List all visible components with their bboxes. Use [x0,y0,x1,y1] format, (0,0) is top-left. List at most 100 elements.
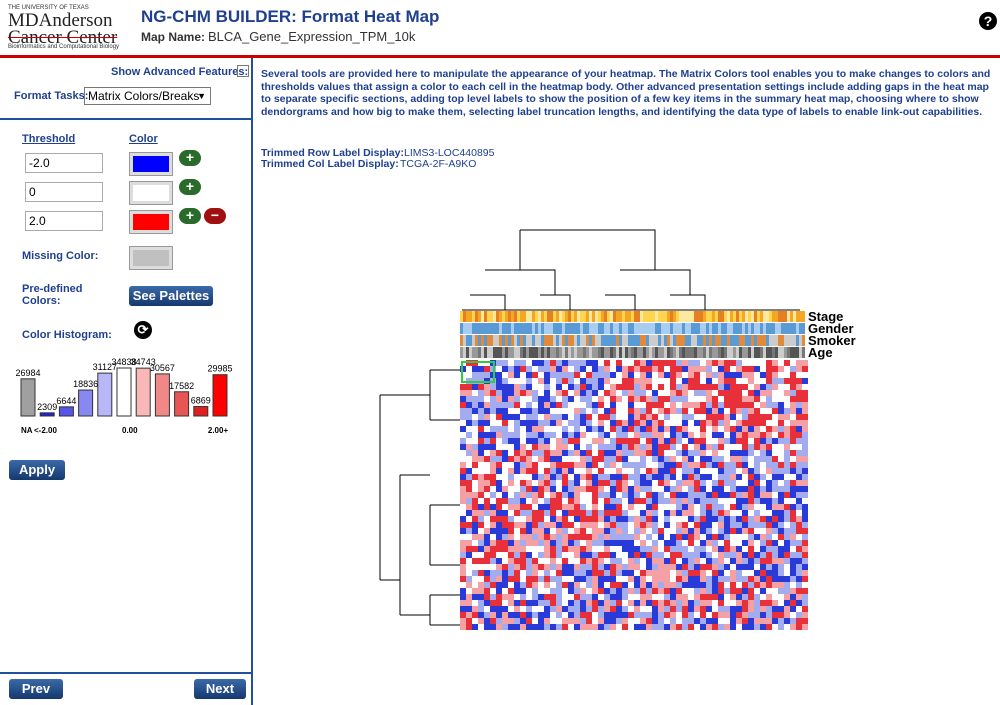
see-palettes-button[interactable]: See Palettes [129,286,213,306]
heatmap-cell [736,492,742,498]
heatmap-cell [640,600,646,606]
heatmap-cell [544,570,550,576]
heatmap-cell [562,426,568,432]
add-button[interactable]: + [179,179,201,195]
heatmap-cell [664,612,670,618]
covariate-cell [643,311,646,322]
heatmap-cell [796,588,802,594]
color-swatch[interactable] [129,210,173,234]
heatmap-cell [478,540,484,546]
prev-button[interactable]: Prev [9,679,63,699]
heatmap-cell [664,606,670,612]
missing-color-swatch[interactable] [129,246,173,270]
heatmap-cell [694,390,700,396]
heatmap-cell [724,366,730,372]
heatmap-cell [664,528,670,534]
heatmap-cell [532,378,538,384]
heatmap-cell [622,390,628,396]
covariate-cell [592,347,595,358]
heatmap-cell [466,570,472,576]
heatmap-cell [784,408,790,414]
heatmap-cell [664,624,670,630]
label-value: TCGA-2F-A9KO [400,158,477,170]
next-button[interactable]: Next [194,679,246,699]
heatmap-cell [802,444,808,450]
heatmap-cell [508,498,514,504]
heatmap-cell [706,408,712,414]
heatmap-cell [772,402,778,408]
color-swatch[interactable] [129,181,173,205]
heatmap-cell [796,378,802,384]
heatmap-cell [742,612,748,618]
heatmap-cell [784,378,790,384]
heatmap-cell [610,582,616,588]
histogram-count: 6644 [56,396,76,406]
heatmap-cell [694,420,700,426]
heatmap-cell [754,408,760,414]
heatmap-cell [550,360,556,366]
heatmap-cell [508,468,514,474]
covariate-cell [625,311,628,322]
heatmap-cell [628,498,634,504]
heatmap-cell [616,426,622,432]
heatmap-cell [706,432,712,438]
heatmap-cell [652,438,658,444]
heatmap-cell [580,570,586,576]
heatmap-cell [706,456,712,462]
heatmap-cell [622,540,628,546]
heatmap-cell [532,438,538,444]
heatmap-cell [700,426,706,432]
heatmap-cell [802,396,808,402]
heatmap-cell [634,414,640,420]
heatmap-cell [550,378,556,384]
heatmap-cell [562,588,568,594]
add-button[interactable]: + [179,150,201,166]
heatmap-cell [688,510,694,516]
heatmap-cell [514,384,520,390]
heatmap-cell [760,384,766,390]
heatmap-cell [466,456,472,462]
covariate-cell [649,323,652,334]
heatmap-cell [664,480,670,486]
heatmap-cell [682,444,688,450]
heatmap-cell [604,546,610,552]
remove-button[interactable]: − [204,208,226,224]
heatmap-cell [742,390,748,396]
heatmap-cell [508,366,514,372]
heatmap-cell [610,486,616,492]
heatmap-cell [592,474,598,480]
threshold-input[interactable]: 2.0 [25,211,103,231]
refresh-icon[interactable]: ⟳ [134,321,152,339]
heatmap-cell [550,510,556,516]
heatmap-cell [736,510,742,516]
heatmap-cell [790,468,796,474]
color-swatch[interactable] [129,152,173,176]
help-button[interactable]: ? [979,12,997,30]
dropdown[interactable]: Matrix Colors/Breaks ▼ [84,87,211,105]
covariate-cell [796,347,799,358]
heatmap-cell [586,414,592,420]
heatmap-cell [640,420,646,426]
heatmap-cell [460,528,466,534]
apply-button[interactable]: Apply [9,460,65,480]
heatmap-cell [490,582,496,588]
heatmap-cell [742,594,748,600]
heatmap-cell [646,606,652,612]
covariate-cell [589,311,592,322]
heatmap-cell [802,504,808,510]
checkbox[interactable] [237,65,249,77]
heatmap-cell [670,510,676,516]
heatmap-cell [730,498,736,504]
heatmap-cell [694,414,700,420]
heatmap-cell [760,576,766,582]
heatmap-cell [502,534,508,540]
heatmap-cell [610,432,616,438]
heatmap-cell [520,462,526,468]
add-button[interactable]: + [179,208,201,224]
heatmap-cell [574,624,580,630]
threshold-input[interactable]: -2.0 [25,153,103,173]
heatmap-cell [640,444,646,450]
threshold-input[interactable]: 0 [25,182,103,202]
heatmap-cell [754,396,760,402]
heatmap-cell [700,588,706,594]
